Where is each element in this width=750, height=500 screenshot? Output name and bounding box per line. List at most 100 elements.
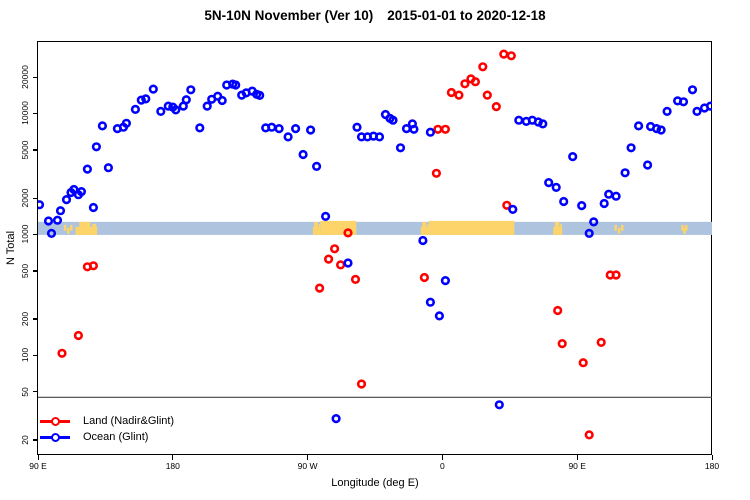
data-point [470,77,481,87]
data-point [61,195,72,205]
y-axis-tick [33,76,38,78]
map-strip-land [314,221,318,228]
data-point [130,104,140,114]
map-strip-land [428,220,515,235]
data-point [544,178,554,188]
y-axis-tick [33,439,38,441]
map-strip-land [560,223,562,230]
legend-item: Land (Nadir&Glint) [40,413,174,429]
map-strip-land [79,221,91,228]
map-strip-ocean [38,221,712,235]
plot-canvas [38,49,712,440]
map-strip-land [92,223,97,230]
data-point [156,106,166,116]
map-strip-land [67,227,70,234]
x-axis-tick [172,455,174,460]
y-tick-label: 5000 [20,140,30,160]
data-point [283,132,293,142]
y-tick-label: 1000 [20,224,30,244]
data-point [343,258,353,268]
data-point [687,85,698,95]
data-point [352,122,362,132]
y-axis-tick [33,270,38,272]
data-point [705,101,712,111]
plot-area-border [37,41,712,455]
data-point [419,272,430,283]
data-point [425,297,436,307]
chart-title: 5N-10N November (Ver 10) 2015-01-01 to 20… [38,8,712,23]
data-point [491,101,501,112]
legend-marker [40,432,70,442]
data-point [494,400,504,410]
data-point [163,101,173,111]
data-point [324,254,334,264]
y-axis-tick [33,197,38,199]
data-point [620,168,630,178]
data-point [350,274,361,284]
data-point [596,337,606,348]
data-point [186,85,196,95]
data-point [217,95,227,106]
x-tick-label: 90 E [568,461,586,471]
y-tick-label: 10000 [20,101,30,126]
data-point [460,79,470,89]
map-strip-land [312,226,321,235]
data-point [692,106,702,116]
y-axis-title: N Total [5,230,17,266]
data-point [482,90,492,100]
data-point [499,49,509,59]
data-point [395,143,406,153]
data-point [662,106,672,116]
data-point [446,87,457,98]
x-axis-tick [307,455,309,460]
data-point [440,124,451,134]
legend: Land (Nadir&Glint) Ocean (Glint) [40,413,174,445]
data-point [434,311,445,321]
data-point [589,217,599,227]
data-point [356,379,367,389]
data-point [46,228,57,238]
data-point [306,125,316,135]
data-point [599,198,609,209]
data-point [584,228,594,238]
x-tick-label: 90 E [29,461,47,471]
data-point [171,105,181,115]
data-point [514,115,524,125]
data-point [88,202,99,213]
x-axis-title: Longitude (deg E) [331,477,419,489]
x-tick-label: 180 [704,461,720,471]
data-point [195,123,205,133]
data-point [88,261,99,271]
y-axis-tick [33,354,38,357]
x-axis-tick [37,455,39,460]
data-point [82,164,93,174]
data-point [577,201,587,211]
data-point [148,84,158,94]
data-point [321,211,331,221]
data-point [440,276,451,286]
map-strip-land [553,226,563,235]
chart-date-range: 2015-01-01 to 2020-12-18 [387,8,546,23]
data-point [298,149,308,160]
data-point [454,90,464,100]
legend-marker [40,416,70,426]
map-strip-land [554,221,560,228]
data-point [506,51,516,61]
data-point [57,348,67,358]
data-point [55,206,66,216]
data-point [255,90,265,101]
map-strip-land [75,226,98,235]
data-point [291,123,301,134]
data-point [97,121,108,131]
data-point [181,95,191,105]
data-point [136,95,146,105]
map-strip-land [320,220,357,235]
y-tick-label: 20000 [20,65,30,89]
map-strip-land [617,227,621,234]
map-strip-land [683,227,686,234]
legend-label: Ocean (Glint) [83,431,149,443]
data-point [231,80,241,90]
x-axis-tick [576,455,578,460]
data-point [315,283,325,293]
data-point [508,204,518,214]
